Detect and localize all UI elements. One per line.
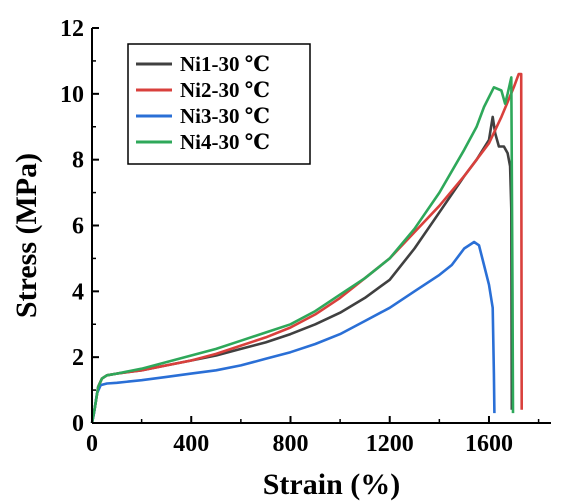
x-tick-label: 1600 [465,431,513,457]
series-lines [90,72,523,424]
x-tick-label: 800 [272,431,308,457]
ticks: 0 400 800 1200 1600 0 2 4 6 8 10 12 [60,16,540,457]
x-tick-label: 0 [86,431,98,457]
legend-label-1: Ni1-30 ℃ [180,52,270,76]
y-tick-label: 0 [72,411,84,437]
x-tick-label: 1200 [366,431,414,457]
legend-label-3: Ni3-30 ℃ [180,104,270,128]
y-tick-label: 2 [72,345,84,371]
series-line-4 [90,76,515,424]
y-tick-label: 12 [60,16,84,42]
y-tick-label: 10 [60,82,84,108]
y-tick-label: 6 [72,214,84,240]
x-axis-title: Strain (%) [263,468,401,501]
series-line-3 [90,240,496,424]
legend-label-2: Ni2-30 ℃ [180,78,270,102]
y-tick-label: 8 [72,148,84,174]
legend-label-4: Ni4-30 ℃ [180,130,270,154]
x-tick-label: 400 [173,431,209,457]
y-tick-label: 4 [72,279,84,305]
y-axis-title: Stress (MPa) [10,153,43,318]
